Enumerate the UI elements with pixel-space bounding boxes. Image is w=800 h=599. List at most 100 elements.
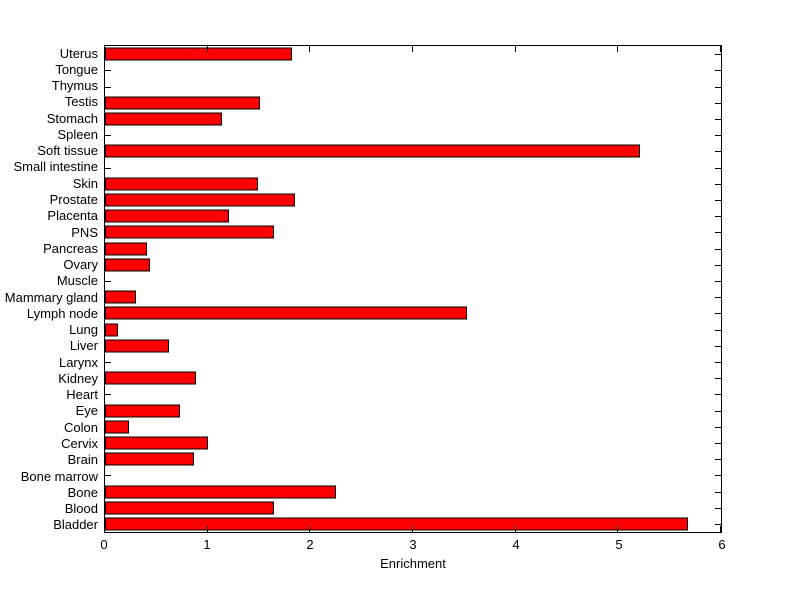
- y-tick-right: [715, 118, 721, 120]
- category-label: Kidney: [58, 370, 98, 386]
- y-tick-right: [715, 329, 721, 331]
- category-label: Soft tissue: [37, 143, 98, 159]
- bar-row: [105, 62, 721, 78]
- y-tick-left: [105, 361, 111, 363]
- category-label: Larynx: [58, 354, 98, 370]
- bar-row: [105, 46, 721, 62]
- bar-row: [105, 402, 721, 418]
- bar-row: [105, 386, 721, 402]
- y-tick-right: [715, 491, 721, 493]
- bar: [105, 517, 689, 531]
- category-label: Tongue: [55, 61, 98, 77]
- x-tick-label: 3: [409, 537, 417, 552]
- x-tick-bottom: [617, 526, 619, 532]
- bar: [105, 290, 136, 304]
- y-tick-right: [715, 135, 721, 137]
- bar-row: [105, 338, 721, 354]
- bar-row: [105, 224, 721, 240]
- category-label: Liver: [69, 338, 98, 354]
- bar-row: [105, 305, 721, 321]
- y-tick-right: [715, 151, 721, 153]
- category-label: Brain: [67, 452, 98, 468]
- y-tick-left: [105, 70, 111, 72]
- x-tick-top: [720, 46, 721, 52]
- y-tick-right: [715, 345, 721, 347]
- category-label: Bone marrow: [20, 468, 98, 484]
- bar: [105, 436, 208, 450]
- y-tick-right: [715, 410, 721, 412]
- y-tick-left: [105, 135, 111, 137]
- category-label: Testis: [64, 94, 98, 110]
- bar: [105, 501, 275, 515]
- bar-row: [105, 516, 721, 532]
- bar-row: [105, 289, 721, 305]
- category-label: Heart: [66, 387, 98, 403]
- bar: [105, 339, 169, 353]
- y-tick-right: [715, 523, 721, 525]
- category-label: Stomach: [46, 110, 98, 126]
- bar: [105, 485, 336, 499]
- bar-row: [105, 451, 721, 467]
- bar-row: [105, 500, 721, 516]
- y-tick-left: [105, 86, 111, 88]
- x-tick-top: [309, 46, 311, 52]
- y-tick-right: [715, 475, 721, 477]
- y-tick-right: [715, 426, 721, 428]
- y-tick-right: [715, 86, 721, 88]
- bar-row: [105, 78, 721, 94]
- x-tick-labels: 0 1 2 3 4 5 6: [100, 537, 726, 553]
- bar-row: [105, 467, 721, 483]
- y-tick-right: [715, 459, 721, 461]
- bar: [105, 404, 180, 418]
- y-tick-right: [715, 264, 721, 266]
- bar: [105, 96, 261, 110]
- bar-row: [105, 143, 721, 159]
- y-tick-right: [715, 167, 721, 169]
- bar: [105, 144, 640, 158]
- bar: [105, 225, 275, 239]
- x-tick-label: 5: [615, 537, 623, 552]
- bar-row: [105, 435, 721, 451]
- bar: [105, 47, 292, 61]
- category-label: Mammary gland: [4, 289, 98, 305]
- bar: [105, 323, 119, 337]
- bar-row: [105, 192, 721, 208]
- y-tick-right: [715, 199, 721, 201]
- y-tick-right: [715, 378, 721, 380]
- plot-area: [104, 45, 722, 533]
- x-tick-label: 6: [718, 537, 726, 552]
- x-tick-label: 1: [203, 537, 211, 552]
- y-tick-left: [105, 475, 111, 477]
- bar: [105, 452, 195, 466]
- category-label: Lymph node: [26, 305, 98, 321]
- y-tick-right: [715, 102, 721, 104]
- bar: [105, 371, 197, 385]
- bar-row: [105, 419, 721, 435]
- y-tick-left: [105, 280, 111, 282]
- y-tick-right: [715, 297, 721, 299]
- category-label: Lung: [69, 322, 98, 338]
- bar-row: [105, 273, 721, 289]
- bar: [105, 242, 148, 256]
- category-label: PNS: [71, 224, 98, 240]
- category-label: Eye: [75, 403, 98, 419]
- category-label: Prostate: [49, 192, 98, 208]
- x-axis-label: Enrichment: [380, 556, 446, 571]
- x-tick-bottom: [514, 526, 516, 532]
- category-label: Cervix: [61, 436, 98, 451]
- category-label: Small intestine: [13, 159, 98, 175]
- x-tick-bottom: [309, 526, 311, 532]
- y-tick-left: [105, 394, 111, 396]
- bar: [105, 209, 230, 223]
- x-tick-bottom: [720, 526, 721, 532]
- bar-row: [105, 370, 721, 386]
- category-label: Pancreas: [43, 240, 98, 256]
- bar-row: [105, 111, 721, 127]
- bar: [105, 193, 295, 207]
- category-label: Ovary: [63, 257, 98, 273]
- y-tick-right: [715, 183, 721, 185]
- category-label: Thymus: [51, 78, 98, 94]
- y-tick-right: [715, 280, 721, 282]
- y-axis-labels: Uterus Tongue Thymus Testis Stomach Spleen Sof…: [0, 45, 98, 533]
